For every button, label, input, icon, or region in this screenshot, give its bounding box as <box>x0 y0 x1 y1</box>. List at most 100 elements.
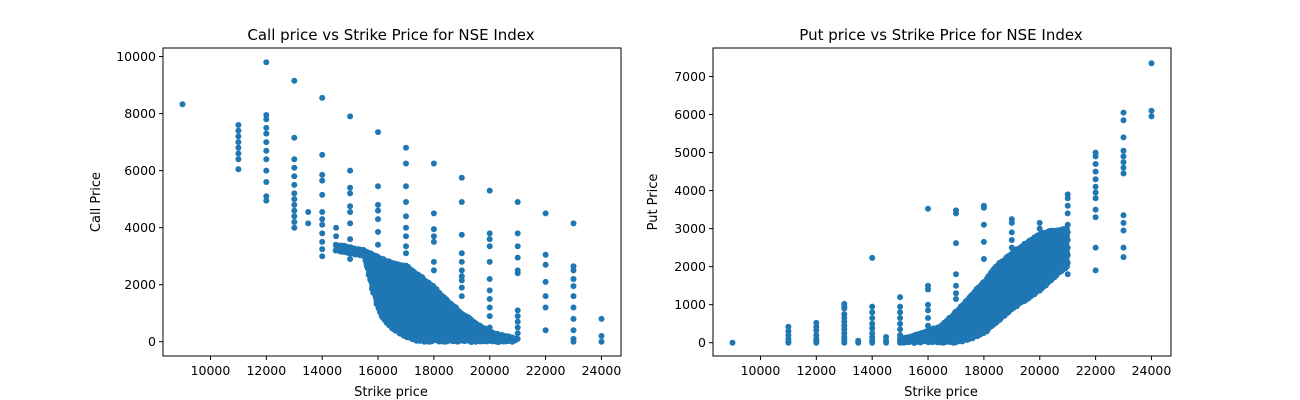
data-point <box>403 160 409 167</box>
data-point <box>570 338 577 345</box>
data-point <box>1008 229 1015 236</box>
x-tick-label: 20000 <box>470 363 510 378</box>
axes-frame <box>712 47 1172 357</box>
data-point <box>263 156 270 163</box>
data-point <box>925 315 931 321</box>
x-tick-label: 12000 <box>796 363 836 378</box>
data-point <box>291 173 298 180</box>
data-point <box>375 216 381 223</box>
data-point <box>458 293 465 300</box>
data-point <box>235 150 242 157</box>
data-point <box>235 144 242 151</box>
y-tick-label: 5000 <box>674 145 706 160</box>
data-point <box>1092 176 1099 183</box>
data-point <box>514 335 521 342</box>
data-point <box>570 327 577 334</box>
data-point <box>1064 210 1071 217</box>
data-point <box>980 221 987 228</box>
data-point <box>514 199 521 205</box>
data-point <box>925 286 931 293</box>
x-axis-label: Strike price <box>904 385 978 400</box>
data-point <box>1008 237 1015 243</box>
data-point <box>430 238 437 245</box>
data-point <box>1092 244 1099 251</box>
data-point <box>570 293 577 300</box>
data-point <box>486 230 493 237</box>
data-point <box>813 339 820 346</box>
data-point <box>542 278 549 285</box>
data-point <box>263 147 270 154</box>
data-point <box>897 303 904 310</box>
data-point <box>869 339 876 346</box>
data-point <box>235 127 242 134</box>
x-tick-label: 24000 <box>582 363 622 378</box>
x-tick-label: 18000 <box>414 363 454 378</box>
data-point <box>319 151 326 158</box>
data-point <box>980 238 987 245</box>
data-point <box>319 171 326 178</box>
data-point <box>897 320 904 327</box>
data-point <box>458 284 465 291</box>
data-point <box>1064 244 1071 251</box>
data-point <box>953 290 959 297</box>
data-point <box>869 303 876 310</box>
x-tick-label: 12000 <box>246 363 286 378</box>
data-point <box>1036 225 1043 232</box>
data-point <box>486 296 493 302</box>
data-point <box>1008 244 1015 251</box>
data-point <box>897 339 904 346</box>
data-point <box>458 199 465 205</box>
data-point <box>486 258 493 265</box>
data-point <box>263 124 270 131</box>
data-point <box>263 179 270 185</box>
x-tick-label: 10000 <box>191 363 231 378</box>
data-point <box>458 174 465 181</box>
data-point <box>179 101 186 108</box>
data-point <box>375 129 381 136</box>
data-point <box>925 322 931 329</box>
data-point <box>542 251 549 258</box>
data-point <box>1120 134 1127 141</box>
data-point <box>291 134 298 141</box>
data-point <box>785 339 792 346</box>
data-point <box>375 201 381 208</box>
x-axis-ticks: 10000 12000 14000 16000 18000 20000 22000 24000 <box>191 356 622 378</box>
data-point <box>291 224 298 231</box>
data-point <box>319 221 326 228</box>
y-tick-label: 6000 <box>124 163 156 178</box>
data-point <box>1064 259 1071 266</box>
data-point <box>291 207 298 214</box>
data-point <box>263 116 270 123</box>
data-point <box>514 324 521 331</box>
data-point <box>1120 212 1127 219</box>
x-tick-label: 16000 <box>908 363 948 378</box>
data-point <box>570 276 577 282</box>
data-point <box>319 238 326 245</box>
data-point <box>598 338 605 345</box>
data-point <box>1092 206 1099 213</box>
data-point <box>319 246 326 253</box>
x-tick-label: 22000 <box>1076 363 1116 378</box>
data-point <box>1148 60 1155 67</box>
y-axis-label: Call Price <box>89 172 104 232</box>
data-point <box>1064 229 1071 236</box>
x-axis-label: Strike price <box>354 385 428 400</box>
data-point <box>1064 252 1071 259</box>
data-point <box>430 210 437 217</box>
data-point <box>319 191 326 198</box>
data-point <box>1120 153 1127 160</box>
data-point <box>1036 219 1043 226</box>
data-point <box>953 210 959 217</box>
data-point <box>1092 161 1099 167</box>
chart-title: Call price vs Strike Price for NSE Index <box>247 26 534 44</box>
x-tick-label: 10000 <box>741 363 781 378</box>
data-point <box>347 203 354 210</box>
x-tick-label: 18000 <box>964 363 1004 378</box>
data-point <box>430 267 437 274</box>
chart-title: Put price vs Strike Price for NSE Index <box>799 26 1083 44</box>
data-point <box>570 220 577 227</box>
data-point <box>235 122 242 128</box>
data-point <box>305 220 312 227</box>
data-point <box>347 190 354 197</box>
data-point <box>333 224 340 231</box>
